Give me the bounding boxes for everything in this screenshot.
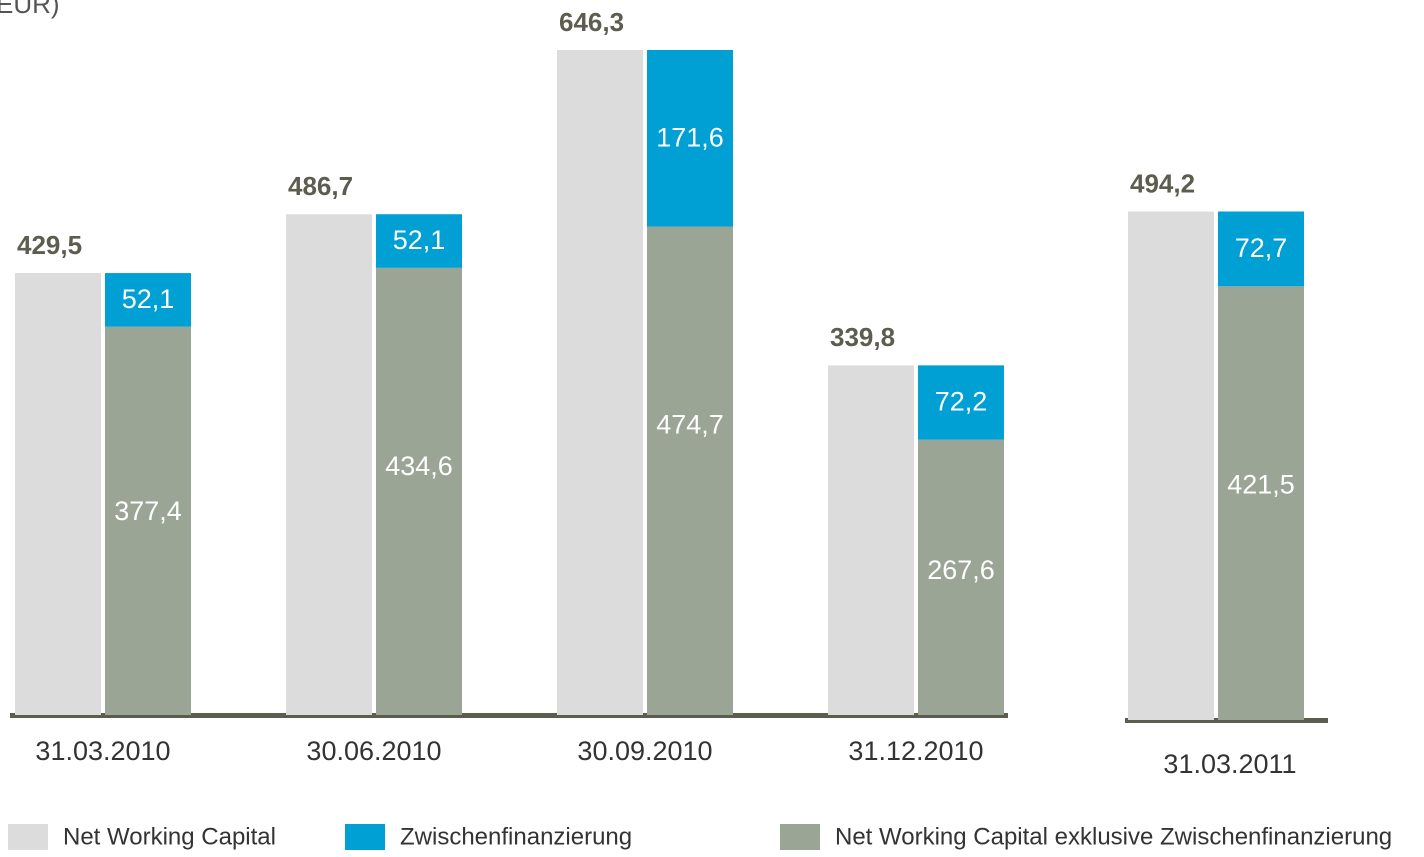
exclusive-label: 377,4 xyxy=(114,496,182,526)
exclusive-bar xyxy=(918,439,1004,715)
legend-swatch xyxy=(780,824,820,850)
total-bar xyxy=(557,50,643,715)
interim-bar xyxy=(1218,211,1304,287)
total-bar xyxy=(15,273,101,715)
total-bar xyxy=(1128,211,1214,720)
legend-swatch xyxy=(8,824,48,850)
axis-line xyxy=(1125,718,1328,723)
x-tick-label: 31.12.2010 xyxy=(848,736,983,766)
total-bar xyxy=(828,365,914,715)
x-tick-label: 30.09.2010 xyxy=(577,736,712,766)
interim-bar xyxy=(376,214,462,268)
interim-bar xyxy=(647,50,733,227)
x-tick-label: 31.03.2011 xyxy=(1163,749,1296,779)
legend-swatch xyxy=(345,824,385,850)
exclusive-bar xyxy=(647,226,733,715)
exclusive-label: 434,6 xyxy=(385,451,453,481)
interim-label: 52,1 xyxy=(393,225,446,255)
exclusive-bar xyxy=(1218,286,1304,720)
interim-label: 171,6 xyxy=(656,122,724,152)
interim-label: 72,7 xyxy=(1235,233,1288,263)
interim-bar xyxy=(918,365,1004,440)
interim-label: 52,1 xyxy=(122,284,175,314)
total-label: 429,5 xyxy=(17,230,82,260)
total-label: 339,8 xyxy=(830,322,895,352)
interim-bar xyxy=(105,273,191,327)
exclusive-bar xyxy=(105,326,191,715)
total-label: 486,7 xyxy=(288,171,353,201)
exclusive-label: 474,7 xyxy=(656,410,724,440)
total-label: 646,3 xyxy=(559,7,624,37)
legend-label: Net Working Capital exklusive Zwischenfi… xyxy=(835,823,1392,850)
interim-label: 72,2 xyxy=(935,387,988,417)
exclusive-label: 421,5 xyxy=(1227,469,1295,499)
legend-label: Zwischenfinanzierung xyxy=(400,823,632,850)
chart-title: EUR) xyxy=(0,0,60,19)
x-tick-label: 31.03.2010 xyxy=(35,736,170,766)
total-label: 494,2 xyxy=(1130,168,1195,198)
total-bar xyxy=(286,214,372,716)
legend-label: Net Working Capital xyxy=(63,823,276,850)
exclusive-bar xyxy=(376,267,462,715)
x-tick-label: 30.06.2010 xyxy=(306,736,441,766)
axis-line xyxy=(10,713,1008,718)
exclusive-label: 267,6 xyxy=(927,555,995,585)
